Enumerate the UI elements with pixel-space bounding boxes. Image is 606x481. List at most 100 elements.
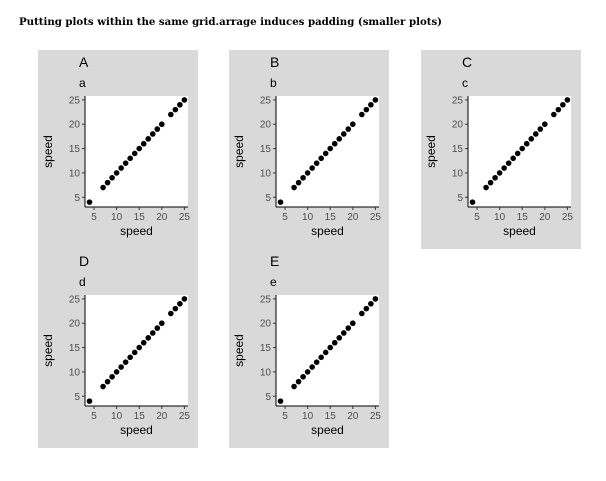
x-tick-label: 25	[562, 212, 574, 223]
data-point	[300, 174, 306, 181]
y-tick-label: 10	[69, 168, 81, 179]
data-point	[372, 296, 379, 302]
y-tick-label: 15	[69, 144, 81, 155]
y-tick-label: 15	[69, 343, 81, 354]
data-point	[501, 165, 507, 171]
data-point	[177, 101, 183, 108]
data-point	[487, 179, 494, 186]
y-tick-label: 25	[69, 294, 81, 305]
data-point	[154, 325, 161, 331]
y-tick-label: 20	[69, 120, 81, 131]
data-point	[363, 106, 370, 113]
data-point	[131, 349, 138, 356]
data-point	[349, 121, 356, 128]
chart-title: a	[79, 76, 86, 90]
data-point	[327, 344, 334, 351]
x-tick-label: 20	[156, 411, 168, 422]
data-point	[127, 354, 133, 361]
x-tick-label: 10	[111, 411, 123, 422]
data-point	[555, 106, 562, 113]
data-point	[181, 296, 188, 302]
data-point	[140, 140, 147, 147]
y-tick-label: 20	[452, 120, 464, 131]
x-axis-label: speed	[503, 224, 536, 238]
x-tick-label: 5	[91, 411, 97, 422]
data-point	[86, 398, 93, 404]
data-point	[86, 199, 93, 205]
chart-title: d	[79, 275, 86, 289]
data-point	[104, 179, 111, 186]
data-point	[104, 378, 111, 385]
scatter-chart: Ee 5 10 15 20 25 5 10 15 20 25 speed speed	[232, 253, 382, 437]
data-point	[519, 145, 526, 152]
data-point	[118, 165, 124, 171]
data-point	[309, 165, 315, 171]
data-point	[145, 335, 152, 341]
data-point	[345, 126, 352, 132]
data-point	[336, 136, 343, 142]
x-axis-label: speed	[311, 224, 344, 238]
x-tick-label: 20	[539, 212, 551, 223]
data-point	[309, 364, 315, 370]
data-point	[560, 101, 566, 108]
data-point	[145, 136, 152, 142]
x-tick-label: 10	[302, 212, 314, 223]
data-point	[359, 111, 365, 118]
y-tick-label: 10	[260, 168, 272, 179]
data-point	[149, 131, 156, 137]
data-point	[177, 300, 183, 307]
data-point	[122, 160, 129, 166]
x-tick-label: 25	[370, 411, 382, 422]
y-tick-label: 20	[69, 319, 81, 330]
scatter-chart: Bb 5 10 15 20 25 5 10 15 20 25 speed speed	[232, 54, 381, 238]
x-tick-label: 5	[474, 212, 480, 223]
scatter-chart: Aa 5 10 15 20 25 5 10 15 20 25 speed speed	[41, 54, 190, 238]
y-tick-label: 5	[74, 392, 80, 403]
data-point	[172, 106, 179, 113]
x-tick-label: 15	[134, 212, 146, 223]
y-tick-label: 25	[452, 95, 464, 106]
data-point	[372, 97, 379, 103]
y-axis-label: speed	[41, 135, 55, 168]
data-point	[118, 364, 124, 370]
y-tick-label: 15	[452, 144, 464, 155]
panel-tag: C	[462, 54, 472, 70]
data-point	[359, 310, 365, 317]
panel-tag: A	[79, 54, 89, 70]
y-axis-label: speed	[232, 334, 246, 367]
data-point	[514, 150, 521, 157]
x-axis-label: speed	[120, 224, 153, 238]
data-point	[295, 179, 302, 186]
x-tick-label: 10	[302, 411, 314, 422]
x-tick-label: 5	[282, 411, 288, 422]
y-axis-label: speed	[424, 135, 438, 168]
x-tick-label: 5	[91, 212, 97, 223]
data-point	[322, 150, 329, 157]
data-point	[122, 359, 129, 365]
data-point	[113, 369, 120, 375]
data-point	[331, 339, 338, 346]
y-tick-label: 5	[265, 193, 271, 204]
data-point	[131, 150, 138, 157]
y-tick-label: 5	[457, 193, 463, 204]
data-point	[318, 354, 324, 361]
data-point	[109, 174, 115, 181]
data-point	[327, 145, 334, 152]
page-title: Putting plots within the same grid.arrag…	[19, 16, 442, 28]
scatter-chart: Cc 5 10 15 20 25 5 10 15 20 25 speed speed	[424, 54, 574, 238]
chart-title: b	[270, 76, 277, 90]
data-point	[541, 121, 548, 128]
data-point	[304, 369, 311, 375]
y-tick-label: 5	[265, 392, 271, 403]
data-point	[340, 330, 347, 336]
data-point	[158, 320, 165, 327]
y-tick-label: 25	[260, 294, 272, 305]
panel-tag: D	[79, 253, 89, 269]
data-point	[318, 155, 324, 162]
x-tick-label: 20	[347, 212, 359, 223]
x-tick-label: 15	[325, 411, 337, 422]
data-point	[291, 383, 297, 390]
